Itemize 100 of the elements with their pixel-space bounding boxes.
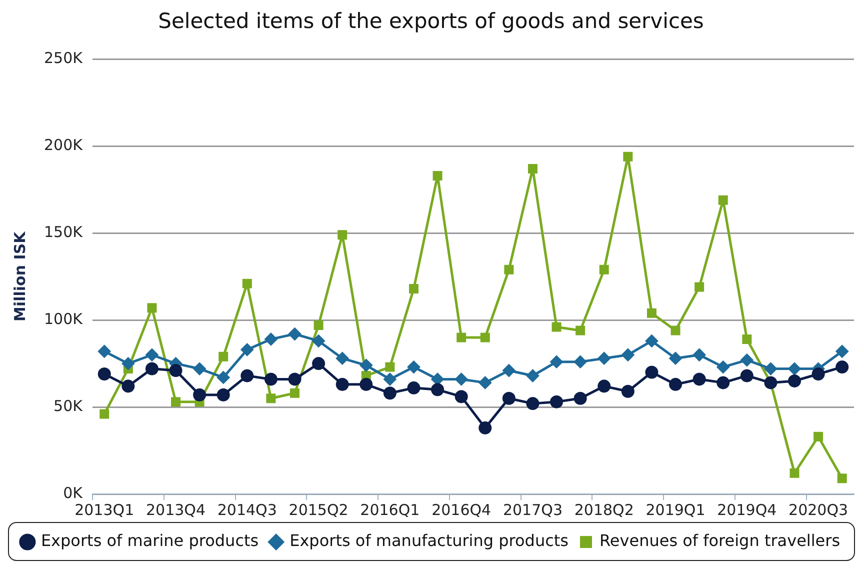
point xyxy=(264,372,278,386)
point xyxy=(599,264,609,274)
point xyxy=(836,360,849,374)
point xyxy=(385,362,395,372)
x-tick-label: 2015Q2 xyxy=(288,500,348,519)
point xyxy=(574,355,587,368)
point xyxy=(360,378,373,391)
point xyxy=(623,152,633,162)
point xyxy=(456,332,466,342)
x-tick-label: 2016Q4 xyxy=(432,500,492,519)
point xyxy=(240,369,254,382)
point xyxy=(147,303,157,313)
point xyxy=(312,357,326,370)
point xyxy=(740,369,754,382)
x-tick-label: 2020Q3 xyxy=(788,500,848,519)
point xyxy=(694,282,704,292)
point xyxy=(836,344,849,358)
chart-title: Selected items of the exports of goods and services xyxy=(158,9,704,34)
point xyxy=(740,354,754,367)
point xyxy=(432,170,442,180)
point xyxy=(171,397,180,407)
y-tick-label: 200K xyxy=(44,136,84,154)
point xyxy=(383,386,396,400)
point xyxy=(528,164,538,174)
x-tick-label: 2014Q3 xyxy=(217,500,277,519)
point xyxy=(480,332,490,342)
point xyxy=(552,322,562,332)
point xyxy=(100,409,110,419)
x-tick-label: 2019Q1 xyxy=(646,500,706,519)
point xyxy=(692,348,706,362)
point xyxy=(646,308,656,318)
point xyxy=(454,390,468,404)
point xyxy=(242,278,252,288)
point xyxy=(764,362,778,376)
point xyxy=(788,374,802,388)
point xyxy=(670,326,680,336)
point xyxy=(407,381,420,394)
point xyxy=(264,332,278,346)
x-tick-label: 2013Q4 xyxy=(146,500,206,519)
point xyxy=(669,352,682,365)
point xyxy=(550,395,564,408)
point xyxy=(504,264,514,274)
point xyxy=(336,352,349,365)
point xyxy=(98,344,111,358)
point xyxy=(598,380,611,393)
point xyxy=(288,327,302,340)
point xyxy=(598,352,611,365)
point xyxy=(574,392,587,405)
point xyxy=(314,320,324,330)
x-tick-label: 2019Q4 xyxy=(717,500,777,519)
point xyxy=(240,343,254,356)
point xyxy=(454,372,468,386)
point xyxy=(526,369,540,382)
point xyxy=(621,384,634,398)
point xyxy=(478,376,492,390)
legend-label: Revenues of foreign travellers xyxy=(600,531,840,550)
y-tick-label: 50K xyxy=(54,396,84,415)
point xyxy=(431,372,444,386)
point xyxy=(692,372,706,386)
point xyxy=(145,362,158,376)
point xyxy=(550,355,564,368)
y-tick-label: 250K xyxy=(44,49,84,68)
point xyxy=(216,370,230,384)
point xyxy=(790,468,800,478)
point xyxy=(338,230,348,240)
point xyxy=(718,195,728,205)
point xyxy=(812,367,825,380)
legend-label: Exports of marine products xyxy=(40,531,259,550)
point xyxy=(216,388,230,402)
y-axis-title: Million ISK xyxy=(10,230,29,322)
point xyxy=(814,432,824,442)
point xyxy=(193,388,206,402)
x-tick-label: 2016Q1 xyxy=(360,500,420,519)
point xyxy=(193,362,206,376)
legend-label: Exports of manufacturing products xyxy=(290,531,569,550)
point xyxy=(360,358,373,372)
point xyxy=(122,357,135,370)
point xyxy=(645,334,658,348)
point xyxy=(169,364,182,378)
point xyxy=(98,367,111,380)
point xyxy=(502,364,516,378)
point xyxy=(383,372,396,386)
point xyxy=(336,378,349,391)
y-tick-label: 100K xyxy=(44,310,84,328)
y-tick-label: 150K xyxy=(44,223,84,242)
point xyxy=(716,360,730,374)
point xyxy=(502,392,516,405)
point xyxy=(788,362,802,376)
point xyxy=(478,421,492,434)
point xyxy=(122,380,135,393)
point xyxy=(312,334,326,348)
point xyxy=(837,474,847,484)
point xyxy=(716,376,730,390)
point xyxy=(407,360,420,374)
x-tick-label: 2013Q1 xyxy=(74,500,134,519)
point xyxy=(431,383,444,396)
point xyxy=(288,372,302,386)
point xyxy=(576,326,586,336)
point xyxy=(145,348,158,362)
point xyxy=(218,352,228,362)
